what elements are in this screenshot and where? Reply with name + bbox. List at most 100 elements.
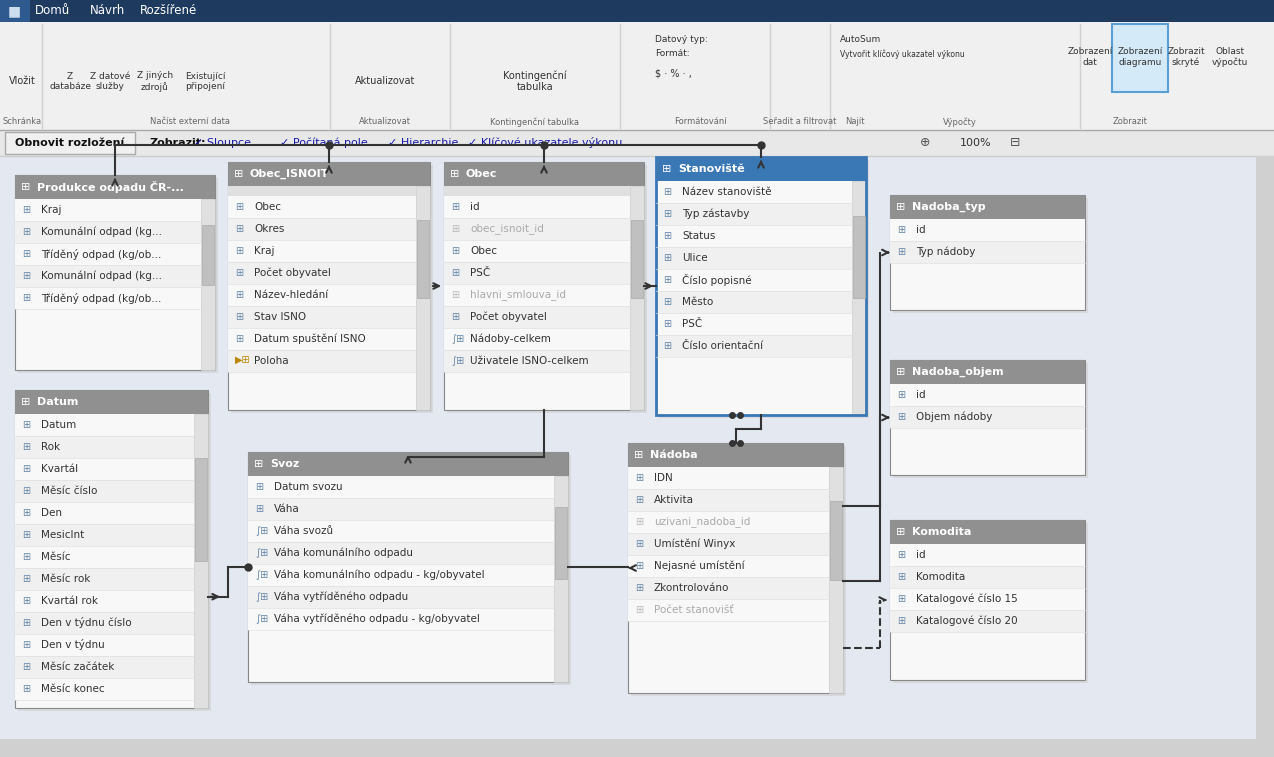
Text: ⊞: ⊞ — [234, 224, 243, 234]
Text: ⊞: ⊞ — [662, 275, 671, 285]
Bar — [417, 220, 429, 298]
Text: ⊞: ⊞ — [22, 618, 31, 628]
Bar — [445, 186, 631, 196]
Text: ⊞: ⊞ — [22, 662, 31, 672]
Bar — [15, 199, 201, 221]
Text: Číslo popisné: Číslo popisné — [682, 274, 752, 286]
Text: Vytvořit klíčový ukazatel výkonu: Vytvořit klíčový ukazatel výkonu — [840, 49, 964, 59]
Bar — [1112, 24, 1168, 92]
Text: Najít: Najít — [845, 117, 865, 126]
Bar — [554, 476, 568, 682]
Text: Váha: Váha — [274, 504, 299, 514]
Bar — [893, 363, 1088, 478]
Bar — [631, 220, 643, 298]
Text: ⊞: ⊞ — [634, 561, 643, 571]
Text: ⊞: ⊞ — [22, 420, 31, 430]
Text: Zobrazit:: Zobrazit: — [150, 138, 206, 148]
Text: Název-hledání: Název-hledání — [254, 290, 329, 300]
Text: ⊞: ⊞ — [234, 202, 243, 212]
Text: ⊞: ⊞ — [22, 249, 31, 259]
Text: ▶⊞: ▶⊞ — [234, 356, 251, 366]
Text: ⊞: ⊞ — [451, 290, 459, 300]
Bar — [15, 175, 215, 370]
Text: ⊞: ⊞ — [634, 473, 643, 483]
Text: ⊞: ⊞ — [451, 268, 459, 278]
Bar — [656, 313, 852, 335]
Bar — [656, 157, 866, 415]
Text: PSČ: PSČ — [470, 268, 490, 278]
Text: ⊟: ⊟ — [1010, 136, 1020, 149]
Bar — [1256, 156, 1274, 739]
Text: Stanoviště: Stanoviště — [678, 164, 744, 174]
Text: Datum: Datum — [37, 397, 79, 407]
Bar — [656, 247, 852, 269]
Text: ⊞: ⊞ — [634, 517, 643, 527]
Bar — [15, 480, 194, 502]
Text: Kraj: Kraj — [254, 246, 274, 256]
Text: Váha komunálního odpadu - kg/obyvatel: Váha komunálního odpadu - kg/obyvatel — [274, 570, 484, 581]
Bar — [656, 203, 852, 225]
Bar — [417, 186, 431, 410]
Bar — [891, 195, 1085, 310]
Bar — [628, 533, 829, 555]
Text: Načíst externí data: Načíst externí data — [150, 117, 231, 126]
Bar — [228, 218, 417, 240]
Bar — [0, 739, 1274, 757]
Bar — [852, 181, 866, 415]
Text: Svoz: Svoz — [270, 459, 299, 469]
Text: ⊞: ⊞ — [634, 495, 643, 505]
Text: Nejasné umístění: Nejasné umístění — [654, 561, 744, 572]
Bar — [891, 520, 1085, 680]
Bar — [248, 498, 554, 520]
Text: Datový typ:: Datový typ: — [655, 36, 708, 45]
Text: ⊞: ⊞ — [22, 684, 31, 694]
Bar — [15, 634, 194, 656]
Bar — [5, 132, 135, 154]
Bar — [445, 350, 631, 372]
Text: Nádoba: Nádoba — [650, 450, 698, 460]
Bar — [628, 599, 829, 621]
Bar — [195, 458, 206, 561]
Bar — [891, 241, 1085, 263]
Bar — [628, 443, 843, 693]
Text: Počet obyvatel: Počet obyvatel — [254, 268, 331, 279]
Bar — [0, 22, 1274, 130]
Bar — [15, 546, 194, 568]
Text: PSČ: PSČ — [682, 319, 702, 329]
Text: Typ nádoby: Typ nádoby — [916, 247, 976, 257]
Bar — [15, 524, 194, 546]
Text: Počet obyvatel: Počet obyvatel — [470, 312, 547, 322]
Bar — [248, 586, 554, 608]
Text: Aktualizovat: Aktualizovat — [359, 117, 412, 126]
Bar — [854, 216, 865, 298]
Bar — [228, 306, 417, 328]
Bar — [893, 523, 1088, 683]
Bar — [15, 265, 201, 287]
Bar — [445, 162, 643, 186]
Text: ⊞: ⊞ — [450, 169, 460, 179]
Bar — [891, 566, 1085, 588]
Text: ⊞: ⊞ — [897, 594, 905, 604]
Bar — [656, 157, 866, 181]
Text: ⊞: ⊞ — [662, 164, 671, 174]
Bar — [829, 501, 842, 580]
Text: MesicInt: MesicInt — [41, 530, 84, 540]
Text: Z datové
služby: Z datové služby — [89, 72, 130, 91]
Bar — [15, 287, 201, 309]
Bar — [656, 291, 852, 313]
Text: ⊞: ⊞ — [451, 246, 459, 256]
Text: Obnovit rozložení: Obnovit rozložení — [15, 138, 125, 148]
Text: Obec_ISNOIT: Obec_ISNOIT — [250, 169, 330, 179]
Bar — [445, 284, 631, 306]
Text: Měsíc číslo: Měsíc číslo — [41, 486, 97, 496]
Text: Formátování: Formátování — [674, 117, 726, 126]
Text: Tříděný odpad (kg/ob...: Tříděný odpad (kg/ob... — [41, 292, 162, 304]
Bar — [251, 455, 571, 685]
Text: Existující
připojení: Existující připojení — [185, 72, 225, 91]
Bar — [656, 225, 852, 247]
Text: ∫⊞: ∫⊞ — [451, 334, 464, 344]
Bar — [555, 507, 567, 579]
Text: Kontingenční tabulka: Kontingenční tabulka — [490, 117, 580, 126]
Bar — [15, 390, 208, 414]
Text: ⊞: ⊞ — [22, 486, 31, 496]
